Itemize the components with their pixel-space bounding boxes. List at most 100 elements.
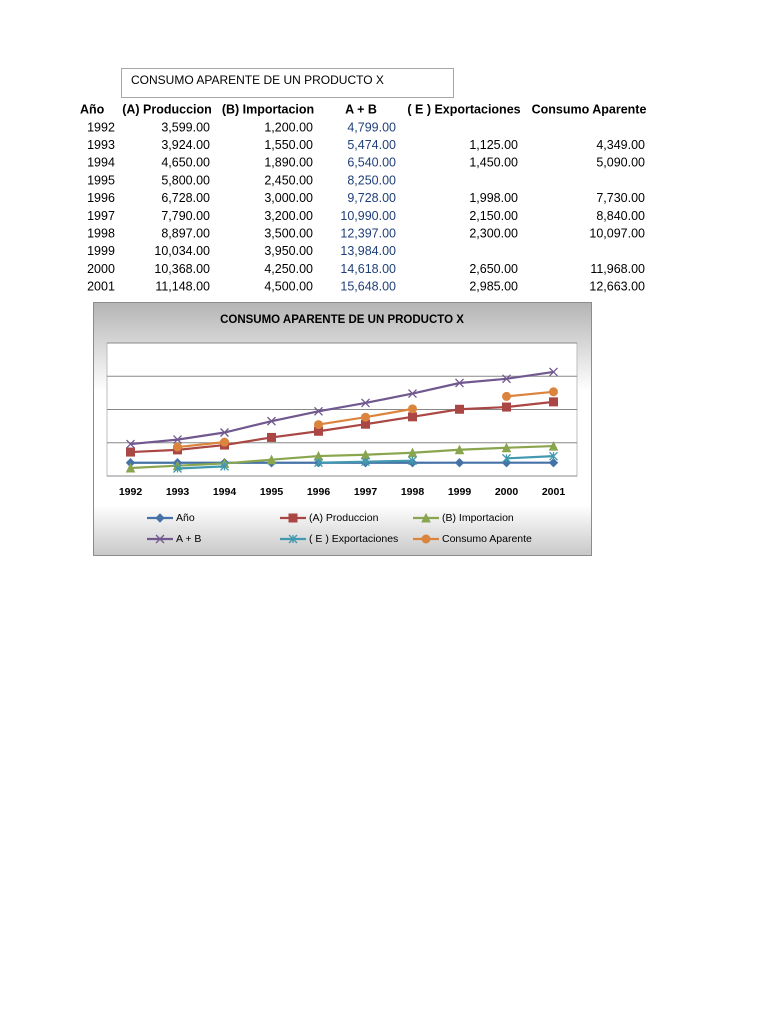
column-header: A + B [345, 102, 377, 116]
marker [288, 534, 298, 544]
marker [454, 457, 465, 468]
marker [454, 444, 465, 455]
table-cell: 10,097.00 [589, 226, 645, 240]
table-cell: 4,349.00 [596, 138, 645, 152]
column-header: (B) Importacion [222, 102, 314, 116]
chart-title: CONSUMO APARENTE DE UN PRODUCTO X [220, 314, 464, 326]
marker [155, 534, 165, 544]
marker [408, 404, 417, 414]
marker [126, 447, 135, 457]
sheet-title: CONSUMO APARENTE DE UN PRODUCTO X [131, 73, 384, 87]
table-cell: 12,397.00 [340, 226, 396, 240]
table-cell: 5,474.00 [347, 138, 396, 152]
table-cell: 8,250.00 [347, 173, 396, 187]
table-cell: 1,200.00 [264, 120, 313, 134]
marker [501, 442, 512, 453]
legend-label: (B) Importacion [442, 512, 514, 524]
marker [421, 534, 431, 544]
marker [548, 457, 559, 468]
legend-label: ( E ) Exportaciones [309, 533, 398, 545]
table-cell: 7,730.00 [596, 191, 645, 205]
marker [502, 374, 511, 384]
table-cell: 5,800.00 [161, 173, 210, 187]
table-cell: 1995 [87, 173, 115, 187]
table-cell: 1,550.00 [264, 138, 313, 152]
marker [408, 412, 417, 422]
x-tick-label: 1997 [354, 486, 378, 498]
table-cell: 9,728.00 [347, 191, 396, 205]
marker [173, 464, 182, 473]
table-cell: 2,300.00 [469, 226, 518, 240]
x-tick-label: 1994 [213, 486, 237, 498]
table-cell: 2,650.00 [469, 262, 518, 276]
legend-label: Consumo Aparente [442, 533, 532, 545]
table-cell: 14,618.00 [340, 262, 396, 276]
table-cell: 3,924.00 [161, 138, 210, 152]
marker [314, 420, 323, 430]
table-cell: 15,648.00 [340, 280, 396, 294]
marker [502, 402, 511, 412]
table-cell: 1997 [87, 209, 115, 223]
table-cell: 10,368.00 [154, 262, 210, 276]
legend-label: (A) Produccion [309, 512, 379, 524]
marker [125, 462, 136, 473]
table-cell: 5,090.00 [596, 156, 645, 170]
table-cell: 7,790.00 [161, 209, 210, 223]
marker [173, 442, 182, 452]
table-cell: 1993 [87, 138, 115, 152]
table-cell: 1999 [87, 244, 115, 258]
marker [220, 428, 229, 437]
marker [267, 416, 276, 426]
marker [408, 389, 417, 399]
title-box [121, 68, 454, 98]
table-cell: 1996 [87, 191, 115, 205]
table-cell: 4,650.00 [161, 156, 210, 170]
table-cell: 2001 [87, 280, 115, 294]
table-cell: 12,663.00 [589, 280, 645, 294]
column-header: (A) Produccion [122, 102, 212, 116]
table-cell: 3,200.00 [264, 209, 313, 223]
marker [220, 461, 229, 471]
series-line [130, 444, 554, 470]
table-cell: 1,890.00 [264, 156, 313, 170]
marker [288, 513, 298, 523]
table-cell: 2,150.00 [469, 209, 518, 223]
marker [548, 440, 559, 451]
x-tick-label: 1998 [401, 486, 425, 498]
column-header: Año [80, 102, 105, 116]
marker [408, 456, 417, 466]
table-cell: 3,500.00 [264, 226, 313, 240]
table-cell: 11,148.00 [155, 280, 210, 294]
marker [421, 512, 431, 523]
x-tick-label: 1992 [119, 486, 143, 498]
table-cell: 8,897.00 [161, 226, 210, 240]
marker [361, 412, 370, 422]
table-cell: 4,250.00 [264, 262, 313, 276]
series-line [130, 370, 554, 446]
x-tick-label: 2001 [542, 486, 566, 498]
marker [126, 439, 135, 449]
marker [220, 437, 229, 447]
marker [549, 451, 558, 461]
table-cell: 6,728.00 [161, 191, 210, 205]
marker [314, 458, 323, 468]
x-tick-label: 2000 [495, 486, 519, 498]
table-cell: 1,998.00 [469, 191, 518, 205]
marker [502, 453, 511, 463]
marker [314, 406, 323, 416]
marker [549, 367, 558, 377]
x-tick-label: 1999 [448, 486, 472, 498]
x-tick-label: 1995 [260, 486, 284, 498]
marker [549, 397, 558, 407]
marker [173, 435, 182, 445]
table-cell: 8,840.00 [596, 209, 645, 223]
column-header: ( E ) Exportaciones [407, 102, 520, 116]
marker [267, 432, 276, 442]
legend-label: Año [176, 512, 195, 524]
table-cell: 1,450.00 [469, 156, 518, 170]
marker [266, 454, 277, 465]
table-cell: 4,799.00 [347, 120, 396, 134]
table-cell: 6,540.00 [347, 156, 396, 170]
marker [455, 404, 464, 414]
